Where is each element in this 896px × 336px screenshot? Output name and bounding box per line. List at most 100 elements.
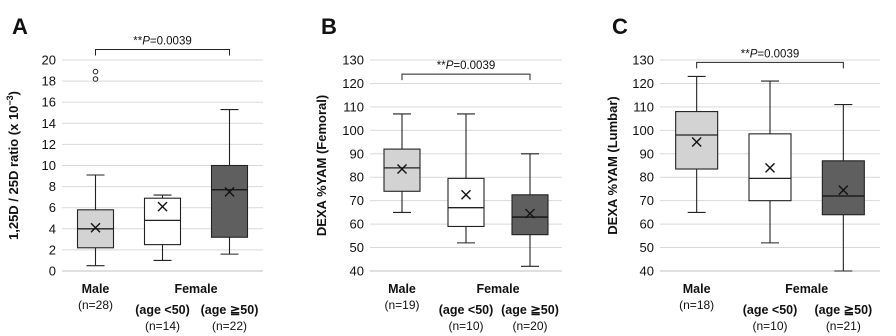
panel-letter: A bbox=[12, 14, 28, 39]
y-tick-label: 2 bbox=[49, 242, 56, 257]
category-label: (age ≧50) bbox=[814, 303, 872, 317]
y-tick-label: 130 bbox=[342, 53, 364, 68]
panel-letter: C bbox=[612, 14, 628, 39]
category-label: Male bbox=[82, 282, 110, 296]
y-tick-label: 18 bbox=[42, 74, 56, 89]
y-tick-label: 20 bbox=[42, 53, 56, 68]
mean-marker bbox=[157, 201, 168, 212]
y-axis-label-superscript: −3 bbox=[5, 95, 15, 105]
y-tick-label: 6 bbox=[49, 200, 56, 215]
mean-marker bbox=[224, 186, 235, 197]
y-tick-label: 10 bbox=[42, 158, 56, 173]
significance-p: P bbox=[750, 48, 758, 60]
category-label: (age <50) bbox=[439, 303, 494, 317]
mean-marker bbox=[838, 185, 849, 196]
category-label: (age ≧50) bbox=[501, 303, 559, 317]
significance-p: P bbox=[446, 60, 454, 72]
significance-bracket bbox=[401, 73, 531, 81]
category-label: Male bbox=[683, 282, 711, 296]
significance-stars: ** bbox=[741, 48, 750, 60]
box-iqr bbox=[447, 177, 485, 228]
significance-label: **P=0.0039 bbox=[437, 60, 496, 72]
sample-size-label: (n=14) bbox=[145, 319, 180, 333]
y-tick-label: 16 bbox=[42, 95, 56, 110]
category-label: Male bbox=[388, 282, 416, 296]
sample-size-label: (n=22) bbox=[212, 319, 247, 333]
box-group-0 bbox=[675, 75, 719, 213]
female-group-label: Female bbox=[174, 282, 217, 296]
significance-p: P bbox=[142, 35, 150, 47]
y-tick-label: 60 bbox=[350, 217, 364, 232]
y-tick-label: 130 bbox=[632, 53, 654, 68]
y-axis-label-text: DEXA %YAM (Femoral) bbox=[314, 95, 329, 236]
y-axis-label: DEXA %YAM (Femoral) bbox=[314, 95, 329, 236]
y-tick-label: 4 bbox=[49, 221, 56, 236]
box-group-1 bbox=[447, 113, 485, 244]
significance-value: =0.0039 bbox=[453, 60, 495, 72]
box-group-2 bbox=[511, 153, 549, 267]
mean-marker bbox=[461, 189, 471, 200]
outlier-point bbox=[92, 76, 99, 82]
significance-value: =0.0039 bbox=[150, 35, 192, 47]
y-tick-label: 70 bbox=[640, 193, 654, 208]
outlier-point bbox=[92, 68, 99, 75]
y-tick-label: 80 bbox=[640, 170, 654, 185]
significance-label: **P=0.0039 bbox=[741, 48, 800, 60]
box-group-2 bbox=[210, 109, 249, 255]
y-tick-label: 80 bbox=[350, 170, 364, 185]
y-tick-label: 120 bbox=[342, 76, 364, 91]
box-group-1 bbox=[748, 80, 792, 244]
y-tick-label: 40 bbox=[640, 264, 654, 279]
box-iqr bbox=[821, 160, 865, 216]
panel-b: B 40 50 60 70 80 90 100 110 120 130 DEXA %YAM (Femo… bbox=[314, 14, 562, 333]
sample-size-label: (n=28) bbox=[78, 298, 113, 312]
significance-stars: ** bbox=[133, 35, 142, 47]
y-axis-label-text: 1,25D / 25D ratio (x 10 bbox=[6, 106, 21, 240]
mean-marker bbox=[691, 137, 702, 148]
box-iqr bbox=[210, 164, 249, 238]
box-iqr bbox=[675, 111, 719, 170]
box-group-2 bbox=[821, 103, 865, 272]
y-tick-label: 110 bbox=[633, 99, 654, 114]
box-iqr bbox=[143, 197, 182, 246]
panel-letter: B bbox=[321, 14, 337, 39]
significance-stars: ** bbox=[437, 60, 446, 72]
y-axis-label: DEXA %YAM (Lumbar) bbox=[605, 96, 620, 234]
y-tick-label: 90 bbox=[350, 146, 364, 161]
significance-label: **P=0.0039 bbox=[133, 35, 192, 47]
y-tick-label: 70 bbox=[350, 193, 364, 208]
category-label: (age <50) bbox=[743, 303, 798, 317]
box-group-0 bbox=[383, 113, 421, 213]
sample-size-label: (n=10) bbox=[752, 319, 787, 333]
box-group-1 bbox=[143, 194, 182, 262]
y-tick-label: 120 bbox=[632, 76, 654, 91]
y-tick-label: 50 bbox=[640, 240, 654, 255]
significance-value: =0.0039 bbox=[757, 48, 799, 60]
y-axis-label-close: ) bbox=[6, 91, 21, 95]
y-tick-label: 40 bbox=[350, 264, 364, 279]
box-iqr bbox=[511, 194, 549, 236]
sample-size-label: (n=20) bbox=[512, 319, 547, 333]
panel-a: A 0 2 4 6 8 10 12 14 16 18 20 1,25D / 25D ratio (x 1… bbox=[5, 14, 263, 333]
y-tick-label: 100 bbox=[342, 123, 364, 138]
category-label: (age ≧50) bbox=[201, 303, 259, 317]
sample-size-label: (n=10) bbox=[448, 319, 483, 333]
sample-size-label: (n=21) bbox=[826, 319, 861, 333]
female-group-label: Female bbox=[785, 282, 828, 296]
y-axis-label: 1,25D / 25D ratio (x 10−3) bbox=[5, 91, 21, 240]
mean-marker bbox=[765, 162, 775, 173]
mean-marker bbox=[397, 164, 407, 175]
mean-marker bbox=[90, 222, 101, 233]
mean-marker bbox=[525, 208, 535, 219]
y-tick-label: 100 bbox=[632, 123, 654, 138]
significance-bracket bbox=[95, 48, 230, 56]
y-tick-label: 90 bbox=[640, 146, 654, 161]
box-group-0 bbox=[76, 68, 115, 267]
female-group-label: Female bbox=[476, 282, 519, 296]
y-tick-label: 0 bbox=[49, 264, 56, 279]
y-tick-label: 50 bbox=[350, 240, 364, 255]
sample-size-label: (n=19) bbox=[384, 298, 419, 312]
panel-c: C 40 50 60 70 80 90 100 110 120 130 DEXA %YAM (Lumb… bbox=[605, 14, 880, 333]
y-tick-label: 12 bbox=[42, 137, 56, 152]
